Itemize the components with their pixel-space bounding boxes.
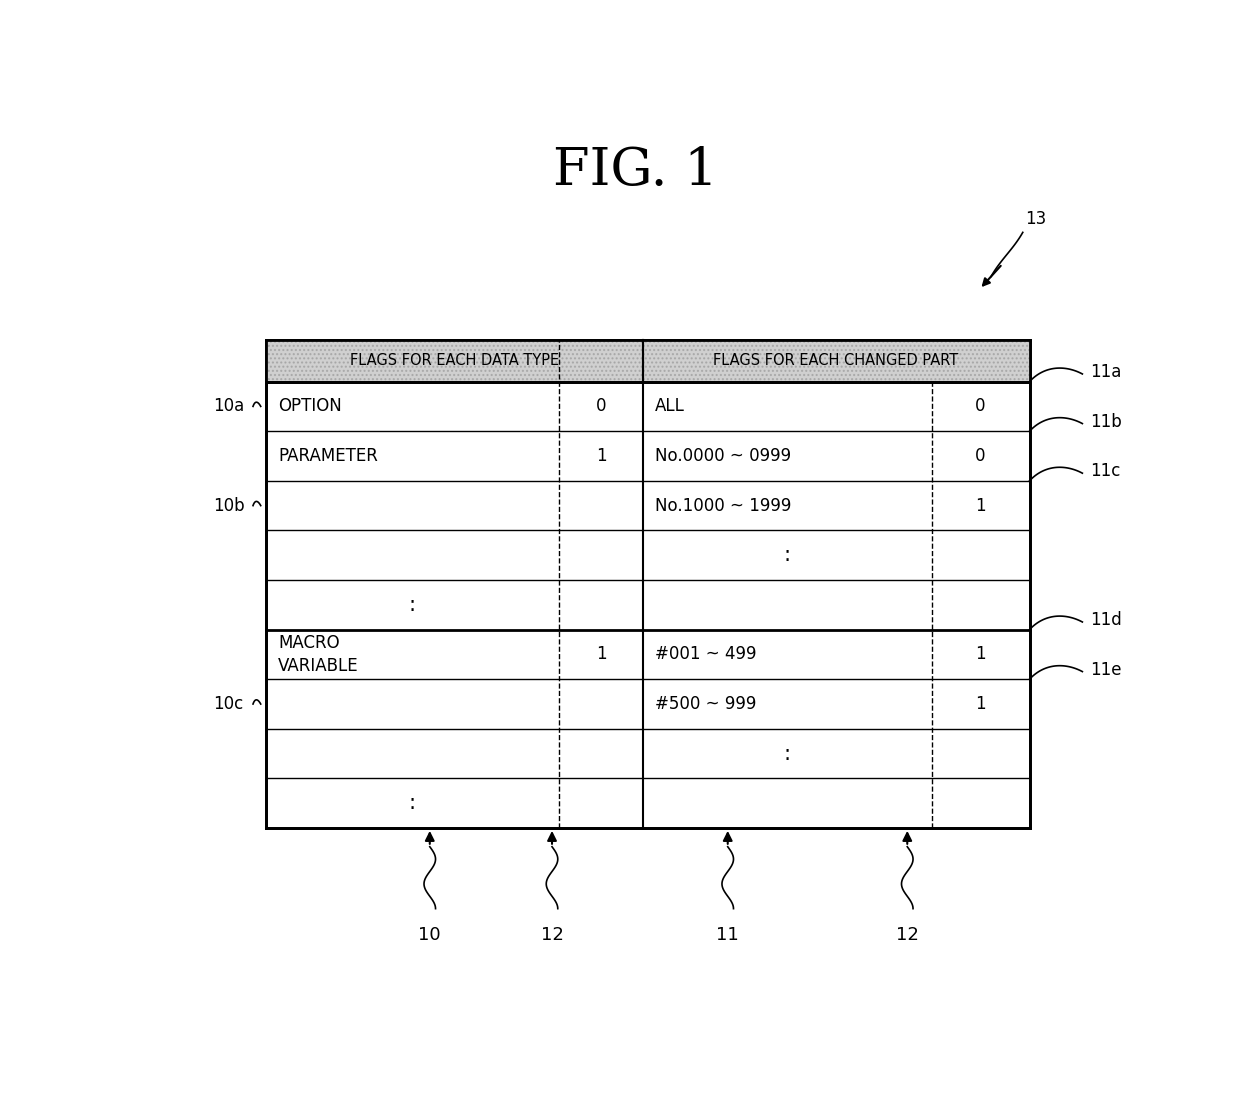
Bar: [265, 341, 1029, 381]
Text: :: :: [409, 595, 415, 615]
Text: 11: 11: [717, 926, 739, 943]
Text: 11c: 11c: [1090, 463, 1121, 480]
Text: 10b: 10b: [213, 497, 244, 515]
Text: OPTION: OPTION: [278, 398, 342, 415]
Text: 11a: 11a: [1090, 364, 1121, 381]
Text: 1: 1: [595, 646, 606, 663]
Text: 1: 1: [975, 497, 986, 515]
Text: 13: 13: [1024, 209, 1047, 228]
Text: No.0000 ~ 0999: No.0000 ~ 0999: [655, 447, 791, 465]
Text: 1: 1: [975, 695, 986, 713]
Text: 11e: 11e: [1090, 661, 1121, 679]
Text: 12: 12: [895, 926, 919, 943]
Text: 0: 0: [595, 398, 606, 415]
Text: 1: 1: [595, 447, 606, 465]
Text: 10a: 10a: [213, 398, 244, 415]
Text: 11d: 11d: [1090, 612, 1122, 629]
Text: No.1000 ~ 1999: No.1000 ~ 1999: [655, 497, 791, 515]
Text: 12: 12: [541, 926, 563, 943]
Text: #001 ~ 499: #001 ~ 499: [655, 646, 756, 663]
Text: 0: 0: [976, 398, 986, 415]
Text: 10: 10: [418, 926, 441, 943]
Text: 1: 1: [975, 646, 986, 663]
Text: #500 ~ 999: #500 ~ 999: [655, 695, 756, 713]
Text: 0: 0: [976, 447, 986, 465]
Text: PARAMETER: PARAMETER: [278, 447, 378, 465]
Text: :: :: [409, 793, 415, 813]
Text: FIG. 1: FIG. 1: [553, 145, 718, 196]
Text: ALL: ALL: [655, 398, 684, 415]
Text: FLAGS FOR EACH CHANGED PART: FLAGS FOR EACH CHANGED PART: [713, 354, 959, 368]
Text: MACRO
VARIABLE: MACRO VARIABLE: [278, 635, 358, 674]
Text: :: :: [784, 744, 791, 764]
Text: :: :: [784, 545, 791, 565]
Bar: [265, 341, 1029, 828]
Bar: [265, 341, 1029, 381]
Text: 10c: 10c: [213, 695, 243, 713]
Text: 11b: 11b: [1090, 413, 1122, 431]
Text: FLAGS FOR EACH DATA TYPE: FLAGS FOR EACH DATA TYPE: [350, 354, 559, 368]
